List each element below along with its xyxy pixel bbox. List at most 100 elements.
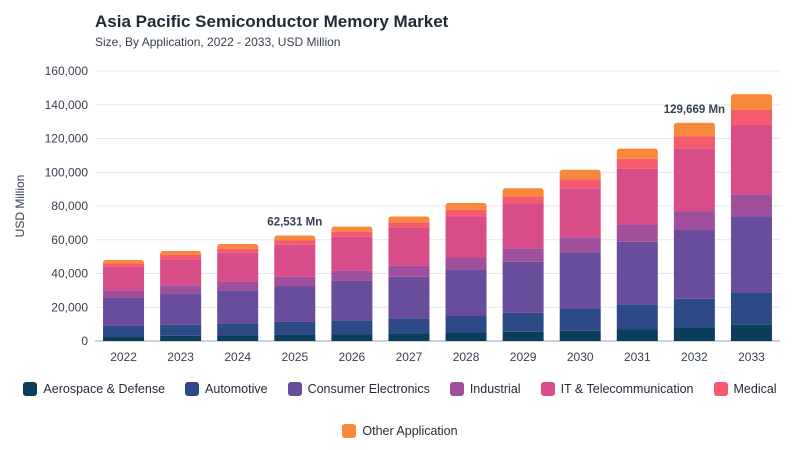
- bar-segment-2030-it-telecommunication: [559, 188, 601, 238]
- bar-segment-2030-other-application: [559, 169, 601, 180]
- legend-item: Medical: [713, 382, 777, 396]
- bar-segment-2022-it-telecommunication: [103, 266, 145, 291]
- bar-segment-2024-other-application: [217, 243, 259, 249]
- y-tick-label: 20,000: [51, 300, 88, 314]
- bar-segment-2031-it-telecommunication: [616, 168, 658, 225]
- bar-segment-2026-automotive: [331, 320, 373, 335]
- bar-segment-2032-medical: [673, 136, 715, 149]
- legend-item: Industrial: [449, 382, 521, 396]
- bar-segment-2027-other-application: [388, 216, 430, 223]
- x-tick-label: 2033: [738, 350, 765, 364]
- legend-label: Aerospace & Defense: [43, 382, 166, 396]
- bar-segment-2025-consumer-electronics: [274, 286, 316, 322]
- x-tick-label: 2022: [110, 350, 137, 364]
- x-tick-label: 2024: [224, 350, 251, 364]
- bar-segment-2031-automotive: [616, 304, 658, 330]
- legend-label: Industrial: [469, 382, 521, 396]
- bar-segment-2033-it-telecommunication: [730, 125, 772, 195]
- legend-swatch: [540, 382, 555, 396]
- legend-label: Other Application: [362, 424, 458, 438]
- chart-subtitle: Size, By Application, 2022 - 2033, USD M…: [95, 35, 341, 49]
- bar-segment-2033-medical: [730, 109, 772, 125]
- bar-segment-2030-industrial: [559, 237, 601, 253]
- bar-segment-2024-automotive: [217, 323, 259, 336]
- legend-item: Consumer Electronics: [287, 382, 430, 396]
- bar-segment-2024-industrial: [217, 281, 259, 291]
- bar-segment-2033-consumer-electronics: [730, 216, 772, 293]
- x-tick-label: 2032: [681, 350, 708, 364]
- bar-segment-2031-industrial: [616, 224, 658, 242]
- bar-segment-2029-aerospace-defense: [502, 331, 544, 341]
- bar-segment-2027-industrial: [388, 265, 430, 277]
- legend-label: IT & Telecommunication: [560, 382, 694, 396]
- bar-segment-2031-consumer-electronics: [616, 241, 658, 305]
- bar-segment-2024-consumer-electronics: [217, 290, 259, 324]
- legend-swatch: [449, 382, 464, 396]
- bar-segment-2030-medical: [559, 179, 601, 189]
- bar-segment-2023-industrial: [160, 285, 202, 294]
- bar-segment-2025-it-telecommunication: [274, 244, 316, 277]
- x-tick-label: 2029: [510, 350, 537, 364]
- bar-segment-2032-aerospace-defense: [673, 327, 715, 341]
- legend-swatch: [713, 382, 728, 396]
- bar-segment-2023-aerospace-defense: [160, 335, 202, 341]
- bar-segment-2027-automotive: [388, 318, 430, 334]
- x-tick-label: 2031: [624, 350, 651, 364]
- bar-segment-2022-automotive: [103, 325, 145, 337]
- bar-segment-2033-aerospace-defense: [730, 324, 772, 341]
- legend-swatch: [342, 424, 357, 438]
- y-tick-label: 160,000: [45, 64, 89, 78]
- bar-segment-2025-automotive: [274, 321, 316, 335]
- total-annotation: 129,669 Mn: [664, 104, 725, 116]
- bar-segment-2027-it-telecommunication: [388, 227, 430, 266]
- bar-segment-2032-consumer-electronics: [673, 229, 715, 299]
- bar-segment-2024-aerospace-defense: [217, 335, 259, 341]
- legend-item: Aerospace & Defense: [23, 382, 165, 396]
- bar-segment-2028-aerospace-defense: [445, 332, 487, 341]
- legend-label: Medical: [733, 382, 777, 396]
- chart-legend: Aerospace & Defense Automotive Consumer El…: [0, 382, 800, 438]
- bar-segment-2028-it-telecommunication: [445, 216, 487, 258]
- bar-segment-2031-aerospace-defense: [616, 329, 658, 341]
- bar-segment-2028-other-application: [445, 202, 487, 210]
- x-tick-label: 2030: [567, 350, 594, 364]
- bar-segment-2029-consumer-electronics: [502, 261, 544, 313]
- bar-segment-2033-other-application: [730, 94, 772, 110]
- bar-segment-2030-automotive: [559, 308, 601, 331]
- y-tick-label: 100,000: [45, 165, 89, 179]
- bar-segment-2029-industrial: [502, 248, 544, 262]
- bar-segment-2030-aerospace-defense: [559, 330, 601, 341]
- bar-segment-2023-it-telecommunication: [160, 259, 202, 286]
- y-tick-label: 140,000: [45, 98, 89, 112]
- legend-item: Automotive: [185, 382, 268, 396]
- bar-segment-2029-automotive: [502, 312, 544, 332]
- bar-segment-2026-industrial: [331, 270, 373, 281]
- bar-segment-2028-consumer-electronics: [445, 269, 487, 317]
- bar-segment-2029-medical: [502, 196, 544, 204]
- legend-label: Automotive: [205, 382, 268, 396]
- bar-segment-2025-medical: [274, 240, 316, 245]
- y-tick-label: 60,000: [51, 233, 88, 247]
- bar-segment-2026-consumer-electronics: [331, 280, 373, 321]
- x-tick-label: 2028: [453, 350, 480, 364]
- bar-segment-2033-industrial: [730, 194, 772, 217]
- bar-segment-2023-automotive: [160, 324, 202, 336]
- total-annotation: 62,531 Mn: [267, 217, 322, 229]
- legend-swatch: [287, 382, 302, 396]
- chart-title: Asia Pacific Semiconductor Memory Market: [95, 12, 449, 31]
- bar-segment-2022-other-application: [103, 260, 145, 264]
- bar-segment-2025-aerospace-defense: [274, 334, 316, 341]
- bar-segment-2030-consumer-electronics: [559, 252, 601, 309]
- legend-swatch: [185, 382, 200, 396]
- bar-segment-2028-automotive: [445, 316, 487, 333]
- x-tick-label: 2025: [281, 350, 308, 364]
- bar-segment-2027-aerospace-defense: [388, 333, 430, 341]
- bar-segment-2026-aerospace-defense: [331, 334, 373, 341]
- bar-segment-2032-industrial: [673, 211, 715, 230]
- bar-segment-2033-automotive: [730, 292, 772, 325]
- x-tick-label: 2023: [167, 350, 194, 364]
- bar-segment-2026-other-application: [331, 226, 373, 232]
- bar-segment-2023-consumer-electronics: [160, 293, 202, 325]
- legend-item: Other Application: [342, 424, 458, 438]
